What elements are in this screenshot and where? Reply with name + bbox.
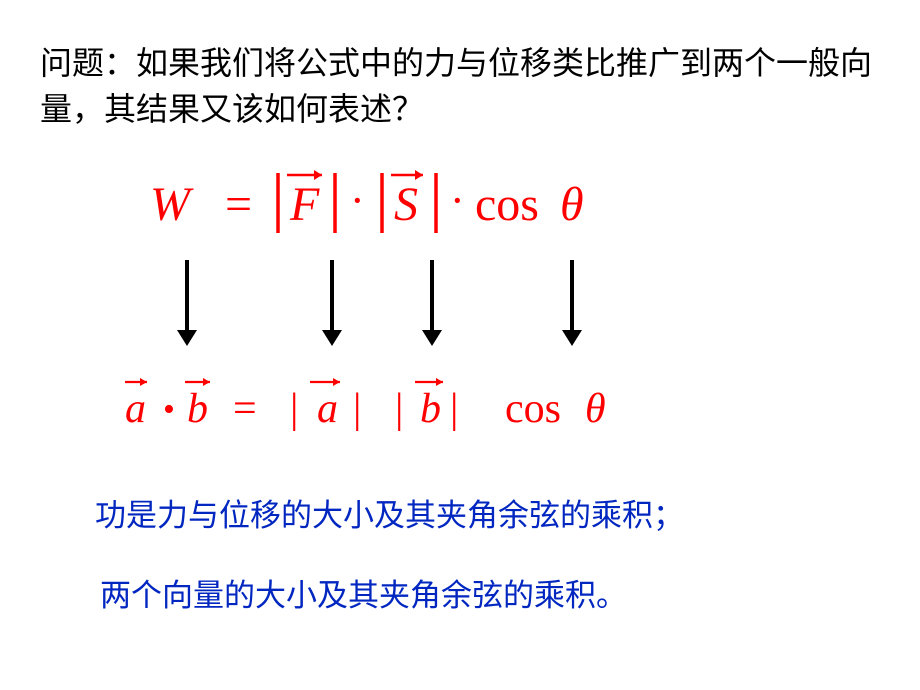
sym-eq2: = <box>233 386 257 432</box>
arrow-3 <box>430 260 434 332</box>
abs-b: | b | <box>395 378 458 432</box>
abs-a: | a | <box>290 378 361 432</box>
formula-work-svg: W = F · S <box>150 165 770 245</box>
sym-eq1: = <box>225 178 252 231</box>
question-text: 问题：如果我们将公式中的力与位移类比推广到两个一般向量，其结果又该如何表述？ <box>40 40 880 133</box>
formula-work: W = F · S <box>150 165 770 245</box>
sym-bullet: • <box>163 391 175 428</box>
arrow-1 <box>185 260 189 332</box>
formula-dot-svg: a • b = | a <box>125 370 805 440</box>
sym-cos1: cos <box>475 178 539 231</box>
formula-dotproduct: a • b = | a <box>125 370 805 440</box>
sym-dot1: · <box>350 176 365 225</box>
vec-a: a <box>125 378 147 432</box>
sym-cos2: cos <box>505 386 561 432</box>
svg-text:b: b <box>187 386 208 432</box>
svg-text:a: a <box>317 386 338 432</box>
svg-text:b: b <box>420 386 441 432</box>
svg-text:|: | <box>395 386 403 432</box>
abs-S: S <box>382 170 436 233</box>
svg-text:|: | <box>353 386 361 432</box>
abs-F: F <box>278 170 335 233</box>
svg-text:a: a <box>125 386 146 432</box>
svg-text:|: | <box>450 386 458 432</box>
sym-dot2: · <box>450 176 465 225</box>
slide: 问题：如果我们将公式中的力与位移类比推广到两个一般向量，其结果又该如何表述？ W… <box>0 0 920 690</box>
vec-b: b <box>185 378 210 432</box>
svg-text:|: | <box>290 386 298 432</box>
svg-text:S: S <box>394 178 418 231</box>
arrow-2 <box>330 260 334 332</box>
explain-line2: 两个向量的大小及其夹角余弦的乘积。 <box>100 570 627 615</box>
sym-W: W <box>150 178 194 231</box>
svg-text:F: F <box>289 178 320 231</box>
arrow-4 <box>570 260 574 332</box>
sym-theta2: θ <box>585 386 606 432</box>
explain-line1: 功是力与位移的大小及其夹角余弦的乘积； <box>95 490 684 535</box>
sym-theta1: θ <box>560 178 584 231</box>
arrows-group <box>0 260 920 360</box>
